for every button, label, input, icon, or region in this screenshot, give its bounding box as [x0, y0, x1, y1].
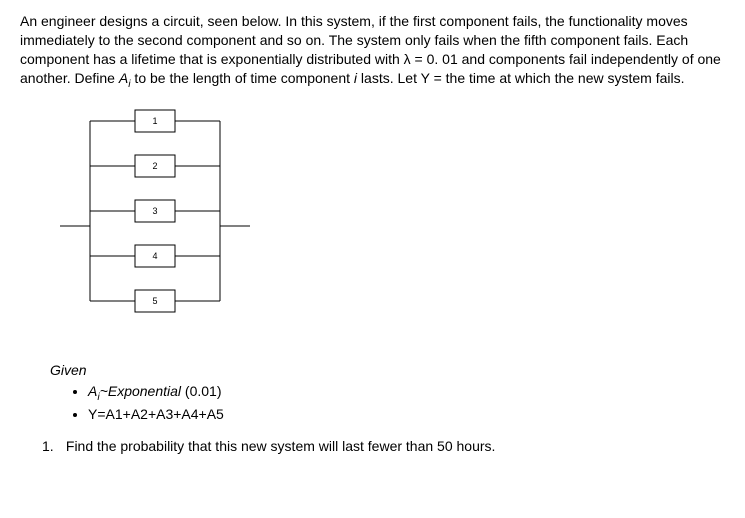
circuit-diagram: 1 2 3 4 5 [50, 101, 725, 351]
svg-text:5: 5 [152, 296, 157, 306]
given-label: Given [50, 361, 725, 380]
problem-statement: An engineer designs a circuit, seen belo… [20, 12, 725, 91]
svg-text:1: 1 [152, 116, 157, 126]
question-1: 1. Find the probability that this new sy… [42, 437, 725, 456]
question-text: Find the probability that this new syste… [66, 438, 496, 454]
given-bullet-0: Ai~Exponential (0.01) [88, 382, 725, 404]
svg-text:2: 2 [152, 161, 157, 171]
problem-text: An engineer designs a circuit, seen belo… [20, 13, 721, 86]
given-bullets: Ai~Exponential (0.01)Y=A1+A2+A3+A4+A5 [88, 382, 725, 424]
svg-text:4: 4 [152, 251, 157, 261]
given-block: Given Ai~Exponential (0.01)Y=A1+A2+A3+A4… [50, 361, 725, 424]
question-number: 1. [42, 437, 62, 456]
given-bullet-1: Y=A1+A2+A3+A4+A5 [88, 405, 725, 424]
svg-text:3: 3 [152, 206, 157, 216]
